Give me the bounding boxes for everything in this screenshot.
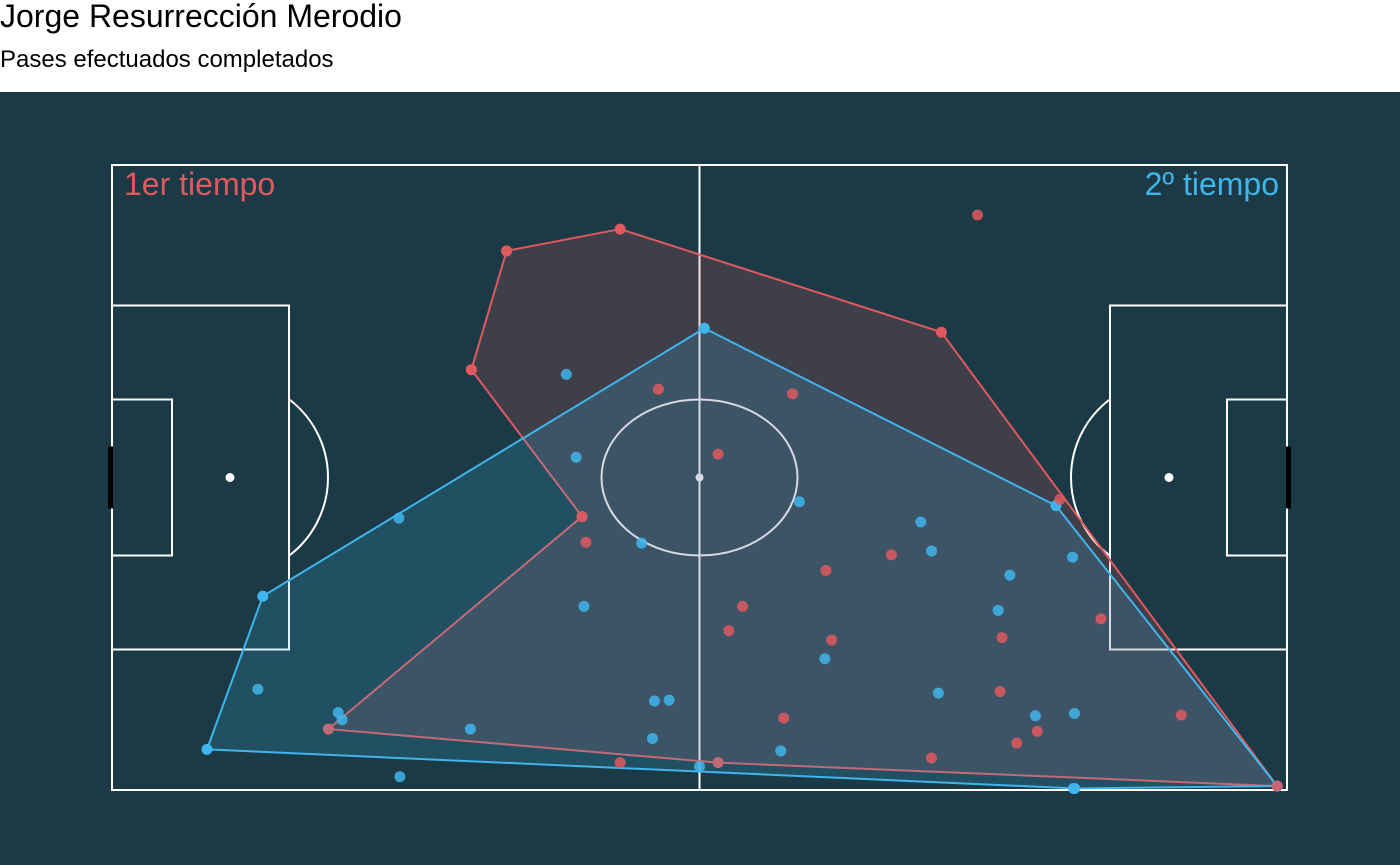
first_half-pass-point <box>1095 613 1107 625</box>
left-penalty-arc <box>288 398 329 557</box>
second_half-pass-point <box>1029 710 1041 722</box>
second-half-label: 2º tiempo <box>1145 166 1279 202</box>
first_half-pass-point <box>723 625 735 637</box>
first_half-hull-vertex <box>322 723 334 735</box>
second_half-pass-point <box>663 694 675 706</box>
second_half-hull-vertex <box>1069 782 1081 794</box>
first_half-pass-point <box>712 448 724 460</box>
convex-hulls <box>201 223 1283 794</box>
pass-map: 1er tiempo 2º tiempo <box>0 92 1400 865</box>
left-penalty-spot <box>225 473 235 482</box>
second_half-pass-point <box>775 745 787 757</box>
page-subtitle: Pases efectuados completados <box>0 46 334 73</box>
second_half-pass-point <box>336 714 348 726</box>
first_half-pass-point <box>1271 780 1283 792</box>
second_half-pass-point <box>560 368 572 380</box>
second_half-pass-point <box>926 545 938 557</box>
second_half-pass-point <box>819 653 831 665</box>
second_half-pass-point <box>570 451 582 463</box>
second_half-pass-point <box>1067 551 1079 563</box>
right-penalty-arc <box>1070 398 1111 557</box>
first_half-pass-point <box>576 511 588 523</box>
second_half-pass-point <box>915 516 927 528</box>
center-spot <box>695 473 704 482</box>
first_half-pass-point <box>972 209 984 221</box>
second_half-pass-point <box>932 687 944 699</box>
first_half-hull-vertex <box>614 223 626 235</box>
pass-points <box>252 209 1283 792</box>
first-half-label: 1er tiempo <box>124 166 275 202</box>
second_half-hull-vertex <box>698 322 710 334</box>
first_half-pass-point <box>778 712 790 724</box>
first_half-pass-point <box>885 549 897 561</box>
right-goal <box>1286 446 1291 509</box>
pitch-svg: 1er tiempo 2º tiempo <box>0 92 1400 865</box>
first_half-hull-vertex <box>712 757 724 769</box>
second_half-hull-vertex <box>201 743 213 755</box>
first_half-pass-point <box>787 388 799 400</box>
first_half-pass-point <box>614 757 626 769</box>
first_half-pass-point <box>820 564 832 576</box>
pitch-lines <box>108 164 1291 791</box>
second_half-pass-point <box>1069 707 1081 719</box>
left-goal <box>108 446 113 509</box>
first_half-pass-point <box>1175 709 1187 721</box>
first_half-pass-point <box>501 245 513 257</box>
second_half-hull-vertex <box>257 590 269 602</box>
second_half-pass-point <box>648 695 660 707</box>
header: Jorge Resurrección Merodio Pases efectua… <box>0 0 1400 92</box>
first_half-pass-point <box>580 536 592 548</box>
second_half-pass-point <box>394 771 406 783</box>
second_half-pass-point <box>636 537 648 549</box>
first_half-pass-point <box>737 600 749 612</box>
center-circle <box>600 398 799 557</box>
second_half-pass-point <box>992 604 1004 616</box>
second_half-pass-point <box>694 761 705 773</box>
first_half-pass-point <box>994 686 1006 698</box>
second_half-pass-point <box>647 732 658 744</box>
second_half-pass-point <box>578 600 590 612</box>
first_half-hull-vertex <box>935 326 947 338</box>
first_half-pass-point <box>652 383 664 395</box>
first_half-pass-point <box>1011 737 1023 749</box>
first_half-pass-point <box>826 634 838 646</box>
second_half-pass-point <box>252 683 264 695</box>
second_half-pass-point <box>793 496 805 508</box>
first_half-pass-point <box>465 364 477 376</box>
page-title: Jorge Resurrección Merodio <box>0 0 402 34</box>
first_half-pass-point <box>926 752 938 764</box>
first_half-pass-point <box>1031 725 1043 737</box>
second_half-pass-point <box>1004 569 1016 581</box>
right-penalty-spot <box>1164 473 1174 482</box>
second_half-pass-point <box>393 512 405 524</box>
first_half-pass-point <box>996 632 1008 644</box>
second_half-pass-point <box>464 723 476 735</box>
first_half-pass-point <box>1054 493 1066 505</box>
